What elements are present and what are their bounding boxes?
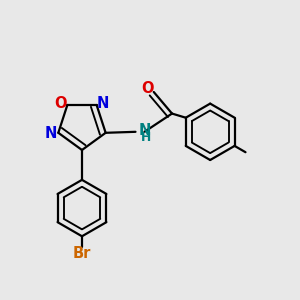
Text: N: N (139, 123, 151, 138)
Text: O: O (54, 96, 66, 111)
Text: N: N (45, 126, 57, 141)
Text: N: N (97, 96, 110, 111)
Text: O: O (142, 80, 154, 95)
Text: Br: Br (73, 246, 91, 261)
Text: H: H (141, 131, 152, 144)
